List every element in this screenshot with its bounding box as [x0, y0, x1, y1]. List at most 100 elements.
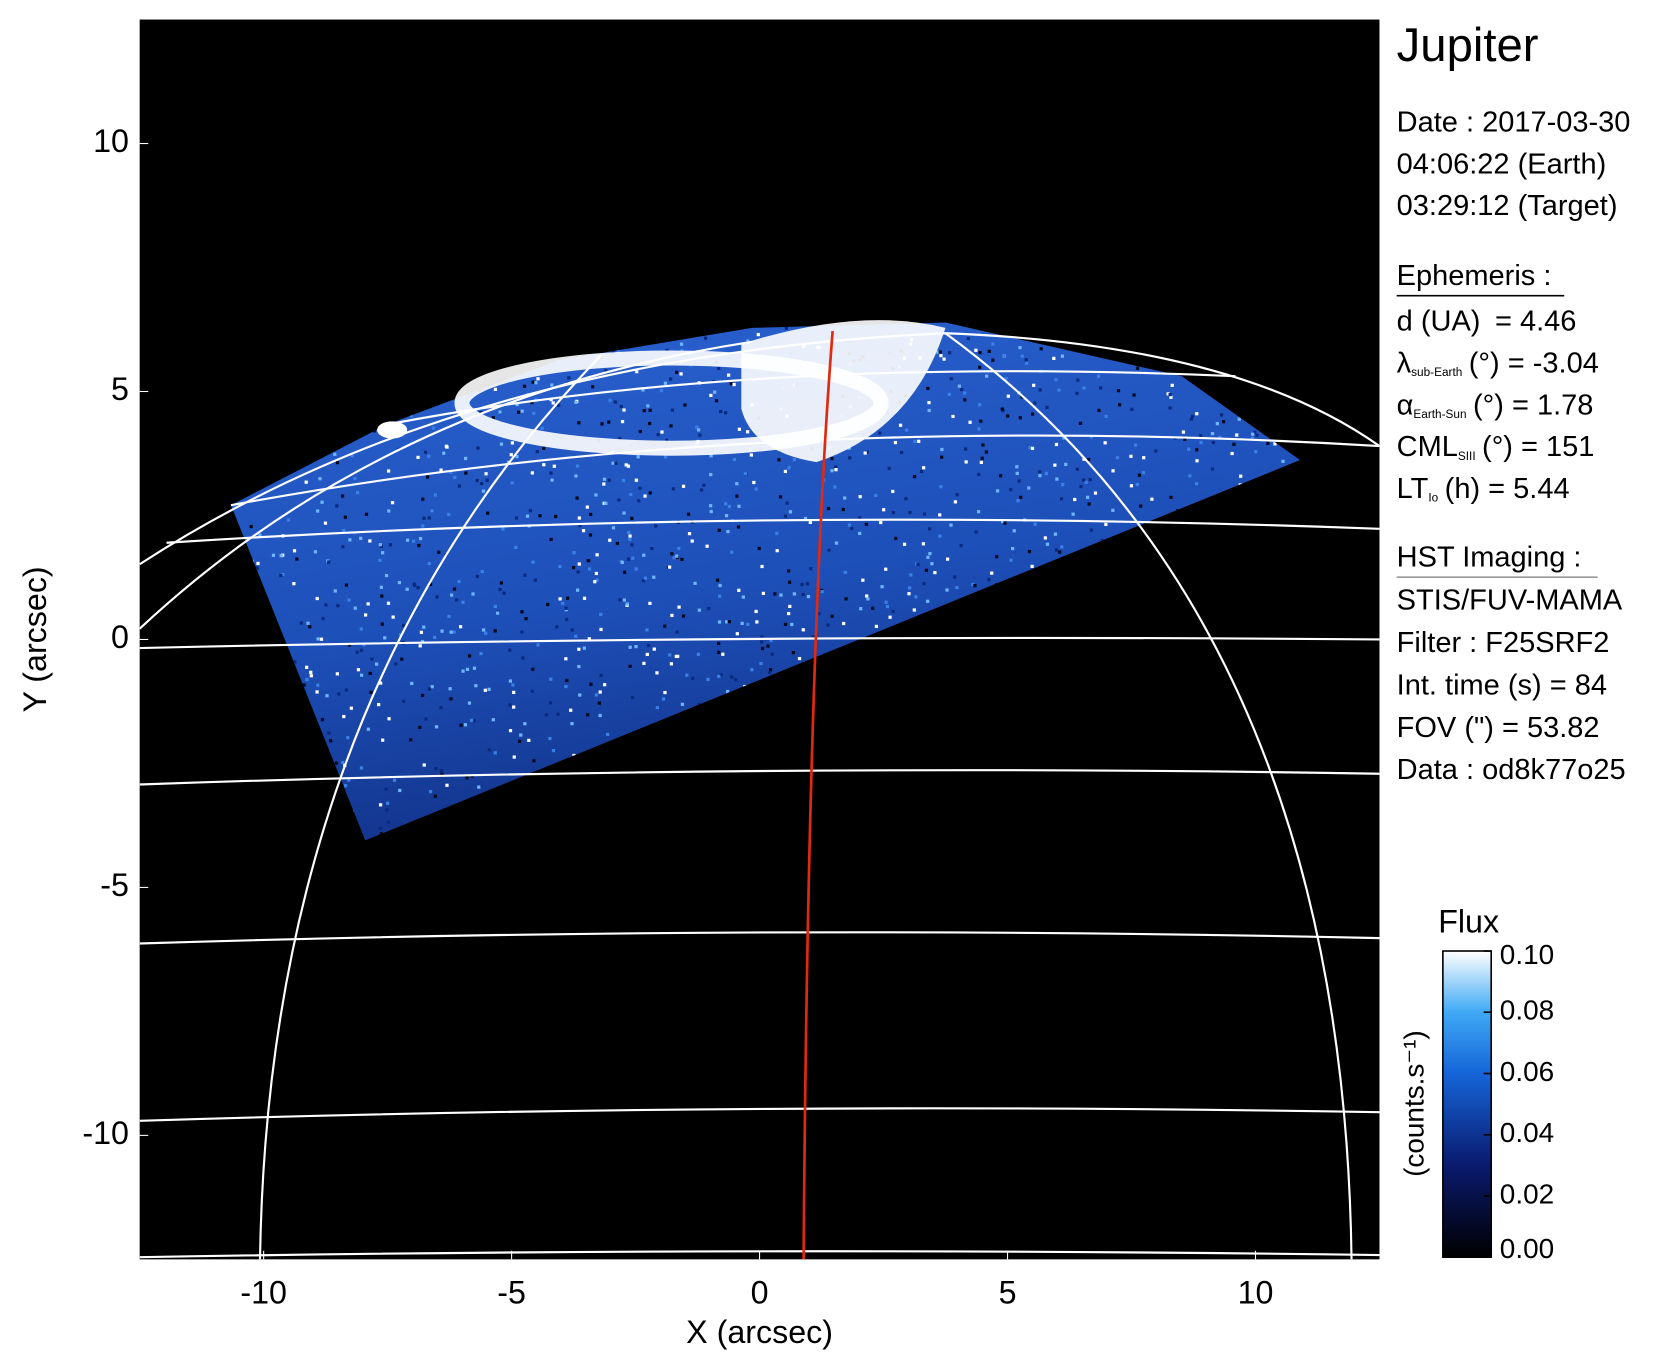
- noise-pixel: [595, 578, 599, 582]
- noise-pixel: [313, 550, 318, 554]
- noise-pixel: [467, 701, 472, 705]
- noise-pixel: [597, 701, 602, 705]
- noise-pixel: [626, 557, 631, 561]
- ephemeris-line: αEarth-Sun (°) = 1.78: [1397, 389, 1594, 421]
- noise-pixel: [439, 706, 443, 710]
- noise-pixel: [645, 652, 649, 657]
- noise-pixel: [706, 677, 710, 682]
- noise-pixel: [698, 433, 702, 437]
- noise-pixel: [459, 723, 463, 727]
- noise-pixel: [595, 553, 599, 557]
- noise-pixel: [953, 500, 958, 504]
- noise-pixel: [919, 469, 924, 474]
- noise-pixel: [565, 678, 569, 683]
- colorbar-title: Flux: [1438, 904, 1499, 940]
- noise-pixel: [1218, 435, 1222, 439]
- noise-pixel: [646, 643, 651, 648]
- noise-pixel: [308, 625, 312, 629]
- noise-pixel: [942, 357, 946, 361]
- noise-pixel: [437, 550, 441, 554]
- noise-pixel: [779, 593, 783, 597]
- noise-pixel: [525, 514, 530, 518]
- noise-pixel: [472, 719, 476, 723]
- noise-pixel: [792, 458, 796, 462]
- noise-pixel: [630, 543, 634, 547]
- noise-pixel: [775, 549, 779, 553]
- noise-pixel: [1039, 347, 1043, 351]
- noise-pixel: [577, 647, 581, 651]
- noise-pixel: [755, 620, 759, 624]
- noise-pixel: [1170, 383, 1174, 387]
- noise-pixel: [620, 560, 624, 565]
- noise-pixel: [416, 455, 420, 460]
- ephemeris-subscript: Io: [1428, 491, 1438, 505]
- noise-pixel: [760, 640, 764, 644]
- noise-pixel: [299, 621, 303, 625]
- noise-pixel: [318, 477, 322, 481]
- noise-pixel: [1043, 536, 1047, 540]
- noise-pixel: [420, 693, 425, 698]
- noise-pixel: [907, 586, 912, 590]
- noise-pixel: [530, 400, 534, 405]
- noise-pixel: [487, 748, 492, 752]
- noise-pixel: [514, 545, 518, 550]
- noise-pixel: [955, 493, 959, 497]
- noise-pixel: [487, 687, 491, 691]
- noise-pixel: [663, 455, 668, 459]
- noise-pixel: [714, 399, 719, 403]
- noise-pixel: [628, 664, 632, 668]
- noise-pixel: [428, 789, 433, 794]
- noise-pixel: [636, 455, 640, 459]
- noise-pixel: [1078, 421, 1083, 425]
- ephemeris-line: λsub-Earth (°) = -3.04: [1397, 347, 1599, 379]
- noise-pixel: [520, 610, 524, 614]
- ephemeris-value: (h) = 5.44: [1445, 473, 1570, 505]
- noise-pixel: [675, 630, 679, 634]
- noise-pixel: [366, 727, 370, 731]
- noise-pixel: [319, 637, 324, 641]
- noise-pixel: [1009, 488, 1013, 492]
- noise-pixel: [726, 530, 730, 534]
- noise-pixel: [922, 582, 926, 586]
- noise-pixel: [281, 572, 285, 577]
- noise-pixel: [435, 595, 439, 599]
- noise-pixel: [593, 580, 597, 584]
- noise-pixel: [783, 469, 788, 474]
- imaging-line: Int. time (s) = 84: [1397, 669, 1607, 701]
- noise-pixel: [1237, 417, 1241, 421]
- ephemeris-symbol: α: [1397, 389, 1414, 421]
- noise-pixel: [916, 562, 920, 566]
- ephemeris-heading: Ephemeris :: [1397, 260, 1552, 292]
- noise-pixel: [1100, 538, 1104, 543]
- noise-pixel: [359, 673, 364, 677]
- noise-pixel: [554, 514, 558, 519]
- noise-pixel: [912, 608, 916, 612]
- noise-pixel: [1006, 394, 1010, 398]
- x-tick-label: 10: [1238, 1274, 1274, 1310]
- noise-pixel: [642, 409, 646, 413]
- imaging-line: Filter : F25SRF2: [1397, 627, 1610, 659]
- noise-pixel: [730, 550, 734, 554]
- noise-pixel: [474, 684, 478, 688]
- noise-pixel: [1044, 471, 1048, 476]
- noise-pixel: [381, 738, 385, 742]
- noise-pixel: [569, 708, 573, 712]
- noise-pixel: [707, 606, 711, 611]
- noise-pixel: [510, 481, 514, 485]
- noise-pixel: [1096, 374, 1101, 378]
- noise-pixel: [316, 683, 320, 687]
- noise-pixel: [737, 504, 741, 508]
- noise-pixel: [256, 561, 260, 566]
- ephemeris-subscript: Earth-Sun: [1413, 407, 1466, 421]
- noise-pixel: [1009, 558, 1013, 562]
- noise-pixel: [1079, 484, 1083, 489]
- noise-pixel: [324, 603, 328, 607]
- noise-pixel: [528, 509, 532, 513]
- noise-pixel: [594, 693, 598, 697]
- noise-pixel: [625, 602, 629, 606]
- noise-pixel: [933, 570, 937, 575]
- noise-pixel: [913, 439, 917, 444]
- noise-pixel: [455, 598, 459, 602]
- noise-pixel: [1198, 434, 1203, 438]
- noise-pixel: [848, 456, 852, 460]
